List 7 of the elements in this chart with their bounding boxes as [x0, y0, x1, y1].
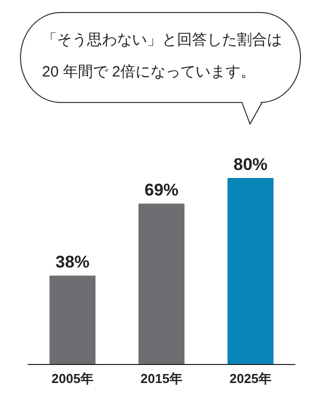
x-tick-label: 2025年 [230, 371, 272, 386]
data-label: 38% [55, 252, 90, 272]
data-label: 80% [233, 155, 268, 174]
x-tick-label: 2005年 [52, 371, 94, 386]
x-tick-label: 2015年 [140, 371, 182, 386]
data-label: 69% [144, 180, 179, 200]
text: 「そう思わない」と回答した割合は 20 年間で 2倍になっています。 [42, 32, 286, 80]
